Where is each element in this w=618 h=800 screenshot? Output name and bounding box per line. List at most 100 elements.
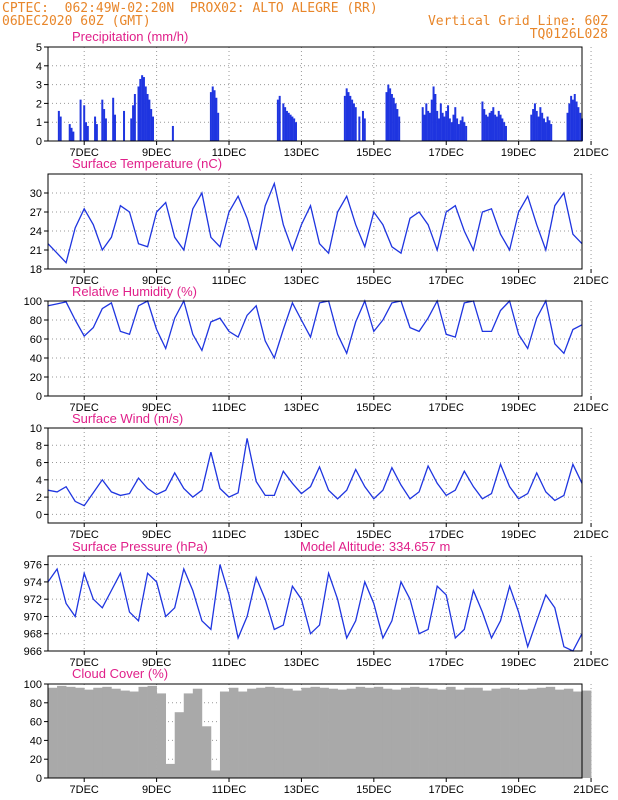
precip-bar bbox=[291, 116, 294, 141]
humidity-line bbox=[47, 299, 583, 360]
precip-bar bbox=[537, 116, 540, 141]
pressure-line bbox=[47, 564, 583, 652]
run-date: 06DEC2020 60Z (GMT) bbox=[2, 14, 151, 29]
wind-xtick-label: 15DEC bbox=[356, 529, 392, 541]
precip-bar bbox=[101, 99, 104, 141]
precip-bar bbox=[148, 99, 151, 141]
precipitation-xtick-label: 15DEC bbox=[356, 147, 392, 159]
cloud-xtick-label: 19DEC bbox=[501, 784, 537, 796]
precip-bar bbox=[434, 94, 437, 141]
precip-bar bbox=[133, 94, 136, 141]
precip-bar bbox=[541, 112, 544, 141]
pressure-title: Surface Pressure (hPa) bbox=[72, 539, 208, 554]
temperature-xtick-label: 15DEC bbox=[356, 275, 392, 287]
precip-bar bbox=[103, 109, 106, 141]
cloud-xtick-label: 15DEC bbox=[356, 784, 392, 796]
wind-ytick-label: 2 bbox=[36, 492, 42, 504]
precip-bar bbox=[142, 77, 145, 141]
precipitation-ytick-label: 4 bbox=[36, 61, 42, 73]
precip-bar bbox=[72, 131, 75, 141]
cloud-bar bbox=[283, 688, 293, 778]
precip-bar bbox=[542, 118, 545, 141]
humidity-xtick-label: 21DEC bbox=[573, 402, 609, 414]
pressure-xtick-label: 11DEC bbox=[212, 657, 247, 669]
precip-bar bbox=[398, 116, 401, 141]
cloud-bar bbox=[500, 687, 510, 778]
precip-bar bbox=[497, 110, 500, 141]
humidity-xtick-label: 9DEC bbox=[142, 402, 171, 414]
precip-bar bbox=[293, 118, 296, 141]
precip-bar bbox=[104, 118, 107, 141]
cloud-bar bbox=[319, 687, 329, 778]
cloud-bar bbox=[138, 686, 148, 778]
cloud-xtick-label: 13DEC bbox=[284, 784, 320, 796]
cloud-bar bbox=[536, 687, 547, 778]
precip-bar bbox=[209, 92, 212, 141]
cloud-ytick-label: 80 bbox=[30, 698, 42, 710]
precipitation-xtick-label: 9DEC bbox=[142, 147, 171, 159]
precip-bar bbox=[447, 105, 450, 141]
precip-bar bbox=[390, 94, 393, 141]
temperature-title: Surface Temperature (nC) bbox=[72, 156, 222, 171]
cloud-bar bbox=[147, 685, 157, 778]
precip-bar bbox=[349, 95, 352, 141]
wind-xtick-label: 17DEC bbox=[429, 529, 465, 541]
precip-bar bbox=[430, 99, 433, 141]
cloud-ytick-label: 60 bbox=[30, 717, 42, 729]
humidity-ytick-label: 100 bbox=[24, 296, 42, 308]
cloud-bar bbox=[66, 686, 76, 778]
cloud-bar bbox=[156, 693, 167, 778]
humidity-xtick-label: 11DEC bbox=[212, 402, 247, 414]
wind-xtick-label: 19DEC bbox=[501, 529, 537, 541]
wind-ytick-label: 8 bbox=[36, 440, 42, 452]
pressure-ytick-label: 966 bbox=[24, 646, 42, 658]
temperature-xtick-label: 9DEC bbox=[142, 275, 171, 287]
precip-bar bbox=[544, 122, 547, 141]
cloud-bar bbox=[455, 689, 465, 778]
precip-bar bbox=[59, 116, 62, 141]
precip-bar bbox=[151, 116, 154, 141]
cloud-ytick-label: 20 bbox=[30, 754, 42, 766]
precip-bar bbox=[123, 110, 126, 141]
precip-bar bbox=[389, 88, 392, 141]
precip-bar bbox=[385, 92, 388, 141]
cloud-bar bbox=[310, 686, 320, 778]
pressure-ytick-label: 972 bbox=[24, 594, 42, 606]
cloud-xtick-label: 21DEC bbox=[573, 784, 609, 796]
precip-bar bbox=[530, 114, 533, 141]
precip-bar bbox=[130, 118, 133, 141]
humidity-xtick-label: 15DEC bbox=[356, 402, 392, 414]
precip-bar bbox=[112, 97, 115, 141]
cloud-bar bbox=[274, 687, 284, 778]
cloud-bar bbox=[84, 689, 94, 778]
cloud-bar bbox=[75, 687, 85, 778]
precip-bar bbox=[83, 105, 86, 141]
temperature-xtick-label: 17DEC bbox=[429, 275, 465, 287]
cloud-bar bbox=[464, 687, 474, 778]
precip-bar bbox=[425, 103, 428, 141]
precip-bar bbox=[94, 116, 97, 141]
precip-bar bbox=[70, 127, 73, 141]
precip-bar bbox=[494, 114, 497, 141]
precip-bar bbox=[428, 112, 431, 141]
precip-bar bbox=[492, 107, 495, 141]
precip-bar bbox=[352, 103, 355, 141]
cloud-bar bbox=[346, 688, 357, 778]
precip-bar bbox=[450, 122, 453, 141]
precip-bar bbox=[282, 103, 285, 141]
cloud-ytick-label: 0 bbox=[36, 773, 42, 785]
precip-bar bbox=[141, 75, 144, 141]
precip-bar bbox=[95, 124, 98, 141]
precip-bar bbox=[287, 112, 290, 141]
humidity-title: Relative Humidity (%) bbox=[72, 284, 197, 299]
wind-ytick-label: 10 bbox=[30, 423, 42, 435]
wind-ytick-label: 6 bbox=[36, 458, 42, 470]
cloud-bar bbox=[446, 686, 456, 778]
cloud-bar bbox=[256, 687, 266, 778]
cloud-bar bbox=[174, 712, 185, 778]
precipitation-ytick-label: 0 bbox=[36, 136, 42, 148]
precip-bar bbox=[532, 109, 535, 141]
precip-bar bbox=[278, 95, 281, 141]
precipitation-xtick-label: 21DEC bbox=[573, 147, 609, 159]
